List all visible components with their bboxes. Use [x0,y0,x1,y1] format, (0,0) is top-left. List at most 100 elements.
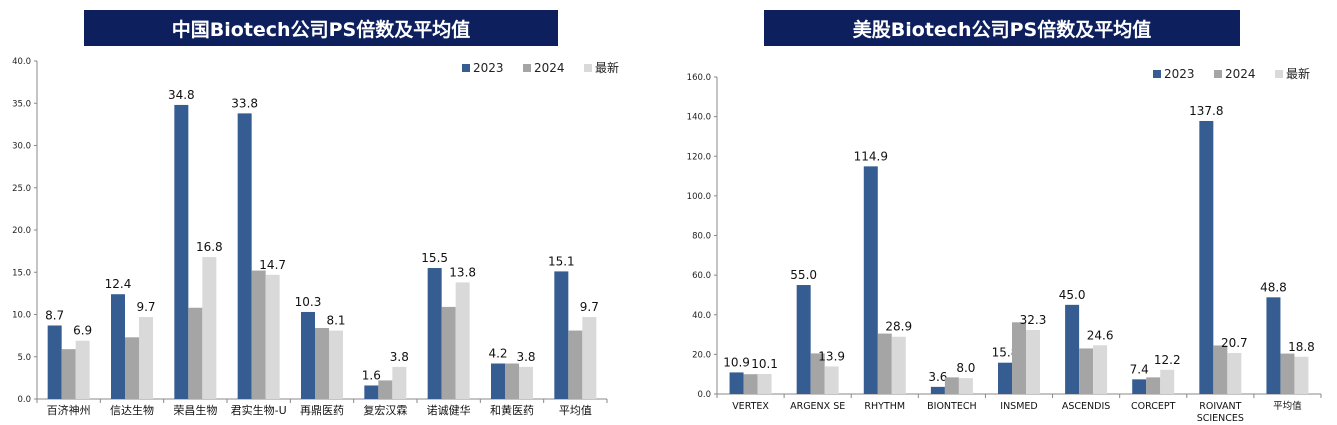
legend-swatch-2024 [523,64,531,72]
data-label: 8.7 [45,308,64,322]
bar-2024 [1213,345,1228,394]
data-label: 10.3 [295,295,322,309]
bar-最新 [1093,345,1108,394]
legend-swatch-2024 [1214,70,1222,78]
x-tick-label: SCIENCES [1197,413,1244,424]
y-tick-label: 40.0 [12,57,31,67]
bar-2024 [378,380,393,399]
data-label: 10.1 [751,357,778,371]
bar-2024 [1079,348,1094,394]
bar-2024 [877,333,892,394]
bar-2024 [315,328,329,399]
legend-swatch-2023 [462,64,470,72]
bar-最新 [455,282,470,399]
data-label: 55.0 [790,268,817,282]
x-tick-label: INSMED [1000,401,1037,412]
data-label: 6.9 [73,324,92,338]
y-tick-label: 30.0 [12,142,31,152]
bar-2023 [863,166,878,394]
data-label: 15.5 [421,251,448,265]
bar-最新 [1160,369,1175,394]
x-tick-label: 平均值 [1273,400,1302,412]
bar-2023 [729,372,744,394]
data-label: 48.8 [1260,280,1287,294]
bar-2024 [1280,353,1295,394]
bar-2023 [796,285,811,394]
x-tick-label: 荣昌生物 [173,403,217,417]
bar-2023 [237,113,252,399]
y-tick-label: 35.0 [12,99,31,109]
data-label: 18.8 [1288,340,1315,354]
legend-label: 最新 [595,60,619,75]
y-tick-label: 40.0 [692,311,711,321]
bar-2023 [1132,379,1147,394]
chart-title: 美股Biotech公司PS倍数及平均值 [764,10,1240,46]
y-tick-label: 100.0 [687,192,711,202]
legend-label: 最新 [1286,66,1310,81]
x-tick-label: 再鼎医药 [300,404,344,417]
bar-2023 [364,385,379,399]
bar-最新 [329,330,343,399]
data-label: 9.7 [136,300,155,314]
x-tick-label: BIONTECH [927,401,977,412]
x-tick-label: 君实生物-U [231,403,287,417]
china-ps-chart: 0.0 5.0 10.0 15.0 20.0 25.0 30.0 35.0 40.0 8.7 6.9… [12,57,619,417]
data-label: 45.0 [1059,288,1086,302]
y-tick-label: 25.0 [12,184,31,194]
bar-2023 [1199,120,1214,394]
data-label: 14.7 [259,258,286,272]
data-label: 4.2 [488,347,507,361]
bar-2024 [743,374,758,394]
data-label: 10.9 [723,355,750,369]
bar-2024 [944,377,959,394]
bar-2023 [998,362,1012,394]
x-tick-label: 百济神州 [47,403,91,417]
data-label: 3.8 [390,350,409,364]
data-label: 8.1 [326,314,345,328]
bar-2023 [554,271,569,399]
y-tick-label: 120.0 [687,152,711,162]
chart-title: 中国Biotech公司PS倍数及平均值 [84,10,558,46]
x-tick-label: 复宏汉霖 [363,403,407,417]
bar-最新 [582,317,597,399]
y-tick-label: 20.0 [692,350,711,360]
y-tick-label: 0.0 [17,395,31,405]
data-label: 13.8 [449,265,476,279]
bar-2024 [61,349,76,399]
data-label: 15.1 [548,254,575,268]
legend-label: 2023 [473,61,504,75]
bar-2024 [505,363,519,399]
data-label: 114.9 [854,149,888,163]
x-tick-label: 和黄医药 [490,403,534,417]
data-label: 7.4 [1130,362,1149,376]
data-label: 3.6 [928,370,947,384]
bar-最新 [202,257,217,399]
bar-2023 [174,104,189,399]
x-tick-label: 信达生物 [110,403,154,417]
bar-最新 [139,317,153,399]
data-label: 34.8 [168,88,195,102]
y-tick-label: 0.0 [697,390,711,400]
data-label: 33.8 [231,96,258,110]
data-label: 32.3 [1020,313,1047,327]
bar-2024 [125,337,139,399]
bar-2023 [111,294,125,399]
y-tick-label: 160.0 [687,73,711,83]
data-label: 16.8 [196,240,223,254]
data-label: 8.0 [956,361,975,375]
y-tick-label: 20.0 [12,226,31,236]
legend-swatch-2023 [1153,70,1161,78]
bar-2023 [491,363,505,399]
data-label: 12.4 [105,277,132,291]
bar-2024 [441,306,456,399]
bar-2024 [188,307,203,399]
bar-2023 [427,268,442,399]
x-tick-label: VERTEX [732,401,769,412]
bar-2024 [251,270,266,399]
bar-最新 [265,274,280,399]
bar-最新 [75,340,90,399]
bar-最新 [1294,356,1309,394]
y-tick-label: 10.0 [12,311,31,321]
bar-最新 [757,373,772,394]
bar-2023 [930,386,945,394]
